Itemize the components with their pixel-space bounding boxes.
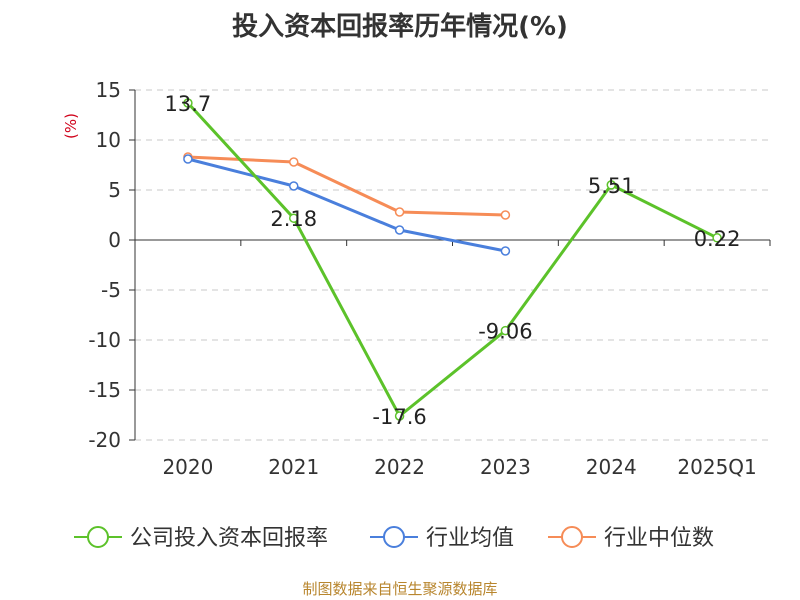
- data-point: [183, 154, 193, 164]
- y-axis-label: (%): [62, 113, 80, 139]
- series-line: [187, 155, 506, 217]
- x-tick-label: 2023: [480, 455, 531, 479]
- series-line: [187, 157, 506, 253]
- y-tick-label: 0: [108, 228, 121, 252]
- legend-marker: [561, 526, 583, 548]
- data-point: [500, 246, 511, 256]
- legend-label: 行业中位数: [604, 526, 714, 551]
- y-tick-label: -10: [88, 328, 121, 352]
- data-point: [394, 411, 405, 421]
- x-tick-label: 2024: [586, 455, 637, 479]
- data-label: 0.22: [694, 227, 741, 251]
- data-point: [500, 325, 511, 336]
- y-tick-label: -15: [88, 378, 121, 402]
- data-point: [394, 225, 405, 235]
- legend-marker: [383, 526, 405, 548]
- y-tick-label: -20: [88, 428, 121, 452]
- y-tick-label: 5: [108, 178, 121, 202]
- data-label: 2.18: [270, 207, 317, 231]
- x-tick-label: 2025Q1: [677, 455, 756, 479]
- x-tick-label: 2020: [162, 455, 213, 479]
- y-tick-label: 15: [96, 78, 121, 102]
- data-point: [289, 181, 299, 191]
- series-line: [186, 101, 718, 418]
- data-label: -17.6: [372, 405, 426, 429]
- source-note: 制图数据来自恒生聚源数据库: [302, 580, 498, 598]
- data-label: 13.7: [165, 92, 212, 116]
- data-point: [289, 157, 299, 167]
- legend-label: 行业均值: [426, 526, 514, 551]
- x-tick-label: 2021: [268, 455, 319, 479]
- y-tick-label: 10: [96, 128, 121, 152]
- data-point: [289, 213, 299, 223]
- data-point: [606, 180, 616, 190]
- chart-title: 投入资本回报率历年情况(%): [232, 12, 568, 42]
- legend-marker: [87, 526, 109, 548]
- x-tick-label: 2022: [374, 455, 425, 479]
- data-point: [183, 98, 193, 108]
- y-tick-label: -5: [101, 278, 121, 302]
- data-point: [394, 207, 405, 217]
- data-point: [500, 210, 511, 220]
- data-label: 5.51: [588, 174, 635, 198]
- legend-label: 公司投入资本回报率: [130, 526, 328, 551]
- data-point: [712, 233, 722, 243]
- data-label: -9.06: [478, 320, 532, 344]
